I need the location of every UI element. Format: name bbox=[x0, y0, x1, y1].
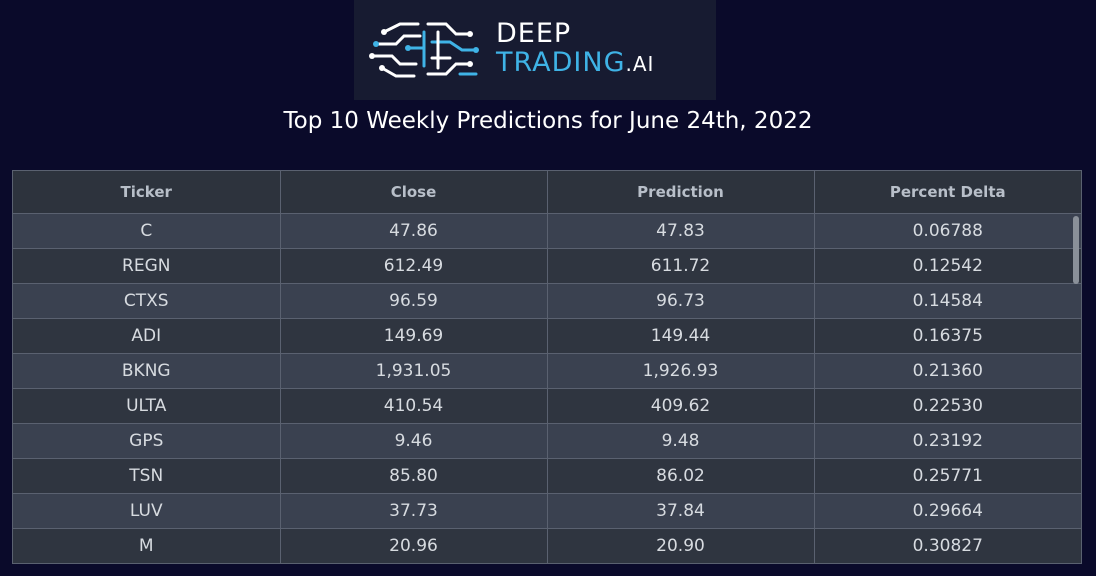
table-row: BKNG 1,931.05 1,926.93 0.21360 bbox=[13, 353, 1081, 389]
ticker-cell: ADI bbox=[13, 318, 281, 354]
ticker-cell: GPS bbox=[13, 423, 281, 459]
table-row: GPS 9.46 9.48 0.23192 bbox=[13, 423, 1081, 459]
table-row: ADI 149.69 149.44 0.16375 bbox=[13, 318, 1081, 354]
column-header-percent-delta[interactable]: Percent Delta bbox=[814, 171, 1081, 214]
table-row: C 47.86 47.83 0.06788 bbox=[13, 213, 1081, 249]
ticker-cell: REGN bbox=[13, 248, 281, 284]
close-cell: 85.80 bbox=[280, 458, 548, 494]
close-cell: 410.54 bbox=[280, 388, 548, 424]
percent-delta-cell: 0.06788 bbox=[814, 213, 1081, 249]
table-row: LUV 37.73 37.84 0.29664 bbox=[13, 493, 1081, 529]
prediction-cell: 611.72 bbox=[547, 248, 815, 284]
table-row: CTXS 96.59 96.73 0.14584 bbox=[13, 283, 1081, 319]
prediction-cell: 37.84 bbox=[547, 493, 815, 529]
ticker-cell: BKNG bbox=[13, 353, 281, 389]
table-scrollbar[interactable] bbox=[1073, 216, 1079, 284]
close-cell: 9.46 bbox=[280, 423, 548, 459]
logo-line-trading: TRADING.AI bbox=[496, 49, 654, 76]
logo: DEEP TRADING.AI bbox=[354, 0, 716, 100]
logo-wordmark: DEEP TRADING.AI bbox=[496, 20, 654, 76]
percent-delta-cell: 0.23192 bbox=[814, 423, 1081, 459]
table-row: ULTA 410.54 409.62 0.22530 bbox=[13, 388, 1081, 424]
prediction-cell: 149.44 bbox=[547, 318, 815, 354]
percent-delta-cell: 0.22530 bbox=[814, 388, 1081, 424]
table-row: TSN 85.80 86.02 0.25771 bbox=[13, 458, 1081, 494]
close-cell: 612.49 bbox=[280, 248, 548, 284]
close-cell: 1,931.05 bbox=[280, 353, 548, 389]
table-row: REGN 612.49 611.72 0.12542 bbox=[13, 248, 1081, 284]
table-header-row: Ticker Close Prediction Percent Delta bbox=[13, 171, 1081, 214]
percent-delta-cell: 0.21360 bbox=[814, 353, 1081, 389]
column-header-close[interactable]: Close bbox=[280, 171, 548, 214]
percent-delta-cell: 0.30827 bbox=[814, 528, 1081, 563]
ticker-cell: CTXS bbox=[13, 283, 281, 319]
close-cell: 149.69 bbox=[280, 318, 548, 354]
predictions-table: Ticker Close Prediction Percent Delta C … bbox=[12, 170, 1082, 564]
percent-delta-cell: 0.16375 bbox=[814, 318, 1081, 354]
close-cell: 96.59 bbox=[280, 283, 548, 319]
close-cell: 37.73 bbox=[280, 493, 548, 529]
ticker-cell: ULTA bbox=[13, 388, 281, 424]
prediction-cell: 47.83 bbox=[547, 213, 815, 249]
table-row: M 20.96 20.90 0.30827 bbox=[13, 528, 1081, 563]
ticker-cell: LUV bbox=[13, 493, 281, 529]
ticker-cell: TSN bbox=[13, 458, 281, 494]
prediction-cell: 20.90 bbox=[547, 528, 815, 563]
column-header-prediction[interactable]: Prediction bbox=[547, 171, 815, 214]
ticker-cell: C bbox=[13, 213, 281, 249]
prediction-cell: 86.02 bbox=[547, 458, 815, 494]
percent-delta-cell: 0.14584 bbox=[814, 283, 1081, 319]
logo-trading-text: TRADING bbox=[496, 47, 626, 78]
close-cell: 47.86 bbox=[280, 213, 548, 249]
prediction-cell: 409.62 bbox=[547, 388, 815, 424]
percent-delta-cell: 0.12542 bbox=[814, 248, 1081, 284]
logo-ai-suffix: .AI bbox=[625, 52, 655, 76]
close-cell: 20.96 bbox=[280, 528, 548, 563]
prediction-cell: 96.73 bbox=[547, 283, 815, 319]
page-title: Top 10 Weekly Predictions for June 24th,… bbox=[283, 108, 813, 134]
percent-delta-cell: 0.25771 bbox=[814, 458, 1081, 494]
prediction-cell: 1,926.93 bbox=[547, 353, 815, 389]
logo-line-deep: DEEP bbox=[496, 18, 572, 49]
brain-circuit-icon bbox=[369, 22, 479, 78]
percent-delta-cell: 0.29664 bbox=[814, 493, 1081, 529]
ticker-cell: M bbox=[13, 528, 281, 563]
column-header-ticker[interactable]: Ticker bbox=[13, 171, 281, 214]
prediction-cell: 9.48 bbox=[547, 423, 815, 459]
